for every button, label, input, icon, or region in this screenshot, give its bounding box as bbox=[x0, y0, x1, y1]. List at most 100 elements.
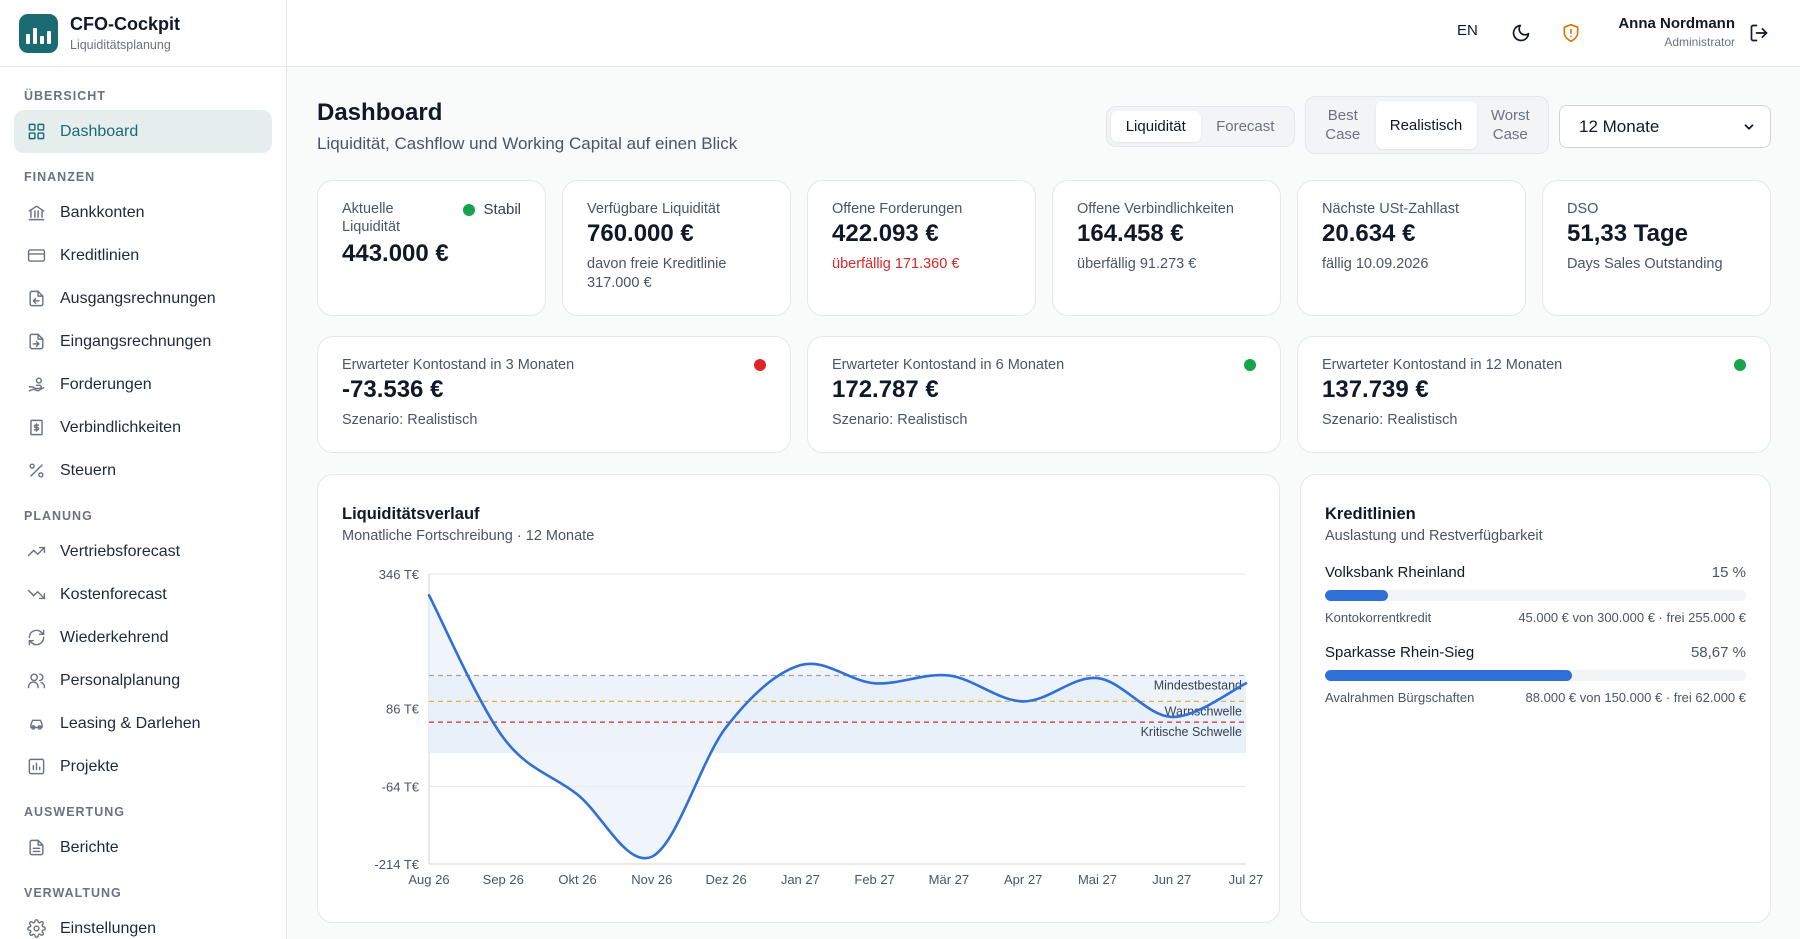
sidebar-item-projekte[interactable]: Projekte bbox=[14, 745, 272, 788]
sidebar-item-dashboard[interactable]: Dashboard bbox=[14, 110, 272, 153]
y-tick-label: 86 T€ bbox=[386, 702, 420, 717]
kpi-card: Aktuelle Liquidität Stabil 443.000 € bbox=[317, 180, 546, 316]
tab-forecast[interactable]: Forecast bbox=[1216, 118, 1275, 135]
kpi-card: Offene Verbindlichkeiten 164.458 € überf… bbox=[1052, 180, 1281, 316]
credit-type: Avalrahmen Bürgschaften bbox=[1325, 690, 1475, 705]
outgoing-invoice-icon bbox=[26, 289, 46, 309]
nav-section-title: PLANUNG bbox=[24, 509, 93, 523]
shield-alert-icon[interactable] bbox=[1560, 22, 1582, 44]
moon-icon[interactable] bbox=[1510, 22, 1532, 44]
sidebar-item-vertriebsforecast[interactable]: Vertriebsforecast bbox=[14, 530, 272, 573]
sidebar-item-forderungen[interactable]: Forderungen bbox=[14, 363, 272, 406]
sidebar-item-ausgangsrechnungen[interactable]: Ausgangsrechnungen bbox=[14, 277, 272, 320]
liquidity-chart-title: Liquiditätsverlauf bbox=[342, 505, 480, 523]
kpi-value: 422.093 € bbox=[832, 220, 939, 247]
percent-icon bbox=[26, 461, 46, 481]
threshold-label: Kritische Schwelle bbox=[1141, 725, 1242, 739]
liquidity-chart: 346 T€86 T€-64 T€-214 T€MindestbestandWa… bbox=[374, 567, 1263, 887]
sidebar-item-verbindlichkeiten[interactable]: Verbindlichkeiten bbox=[14, 406, 272, 449]
sidebar-item-label: Ausgangsrechnungen bbox=[60, 289, 216, 307]
credit-card-icon bbox=[26, 246, 46, 266]
x-tick-label: Apr 27 bbox=[1004, 872, 1042, 887]
sidebar-item-steuern[interactable]: Steuern bbox=[14, 449, 272, 492]
kpi-value: 51,33 Tage bbox=[1567, 220, 1688, 247]
bank-icon bbox=[26, 203, 46, 223]
x-tick-label: Jun 27 bbox=[1152, 872, 1191, 887]
sidebar-item-label: Forderungen bbox=[60, 375, 152, 393]
x-tick-label: Mär 27 bbox=[929, 872, 969, 887]
credit-progress-bar bbox=[1325, 590, 1746, 601]
car-icon bbox=[26, 714, 46, 734]
scenario-best-case[interactable]: Best Case bbox=[1325, 107, 1361, 143]
x-tick-label: Aug 26 bbox=[408, 872, 449, 887]
kpi-label: Offene Verbindlichkeiten bbox=[1077, 201, 1234, 217]
credit-line-item: Sparkasse Rhein-Sieg 58,67 % Avalrahmen B… bbox=[1325, 644, 1746, 705]
period-select[interactable]: 12 Monate bbox=[1559, 105, 1771, 148]
period-select-value: 12 Monate bbox=[1579, 116, 1660, 136]
credit-lines-title: Kreditlinien bbox=[1325, 505, 1416, 523]
forecast-label: Erwarteter Kontostand in 3 Monaten bbox=[342, 357, 575, 373]
sidebar-item-label: Eingangsrechnungen bbox=[60, 332, 212, 350]
sidebar-item-einstellungen[interactable]: Einstellungen bbox=[14, 907, 272, 939]
sidebar-item-label: Kostenforecast bbox=[60, 585, 167, 603]
liquidity-chart-subtitle: Monatliche Fortschreibung · 12 Monate bbox=[342, 528, 595, 544]
credit-utilization: 15 % bbox=[1711, 564, 1746, 581]
user-menu[interactable]: Anna Nordmann Administrator bbox=[1607, 15, 1735, 49]
x-tick-label: Dez 26 bbox=[705, 872, 746, 887]
kpi-subtext: fällig 10.09.2026 bbox=[1322, 256, 1429, 272]
forecast-label: Erwarteter Kontostand in 12 Monaten bbox=[1322, 357, 1563, 373]
sidebar-item-bankkonten[interactable]: Bankkonten bbox=[14, 191, 272, 234]
kpi-value: 443.000 € bbox=[342, 240, 449, 267]
brand-logo-icon bbox=[19, 13, 58, 53]
sidebar-item-wiederkehrend[interactable]: Wiederkehrend bbox=[14, 616, 272, 659]
page-title: Dashboard bbox=[317, 99, 443, 126]
brand-subtitle: Liquiditätsplanung bbox=[70, 38, 171, 52]
brand: CFO-Cockpit Liquiditätsplanung bbox=[0, 0, 286, 67]
scenario-realistisch[interactable]: Realistisch bbox=[1375, 101, 1477, 149]
sidebar-item-kostenforecast[interactable]: Kostenforecast bbox=[14, 573, 272, 616]
sidebar-item-label: Steuern bbox=[60, 461, 117, 479]
kpi-value: 164.458 € bbox=[1077, 220, 1184, 247]
sidebar-item-berichte[interactable]: Berichte bbox=[14, 826, 272, 869]
view-toggle: Liquidität Forecast bbox=[1106, 106, 1295, 147]
language-toggle[interactable]: EN bbox=[1457, 22, 1478, 39]
user-name: Anna Nordmann bbox=[1618, 15, 1735, 32]
scenario-worst-case[interactable]: Worst Case bbox=[1490, 107, 1530, 143]
kpi-card: Nächste USt-Zahllast 20.634 € fällig 10.… bbox=[1297, 180, 1526, 316]
kpi-label: Verfügbare Liquidität bbox=[587, 201, 721, 217]
credit-lines-subtitle: Auslastung und Restverfügbarkeit bbox=[1325, 528, 1543, 544]
tab-liquiditaet[interactable]: Liquidität bbox=[1111, 111, 1201, 142]
sidebar-nav: ÜBERSICHT Dashboard FINANZEN Bankkonten … bbox=[0, 67, 286, 939]
liquidity-chart-card: Liquiditätsverlauf Monatliche Fortschrei… bbox=[317, 474, 1280, 923]
sidebar-item-label: Verbindlichkeiten bbox=[60, 418, 181, 436]
kpi-value: 20.634 € bbox=[1322, 220, 1416, 247]
logout-icon[interactable] bbox=[1748, 22, 1770, 44]
nav-section-title: VERWALTUNG bbox=[24, 886, 122, 900]
x-tick-label: Sep 26 bbox=[483, 872, 524, 887]
status-dot-icon bbox=[754, 359, 766, 371]
status-dot-icon bbox=[1734, 359, 1746, 371]
sidebar-item-label: Dashboard bbox=[60, 122, 139, 140]
hand-coins-icon bbox=[26, 375, 46, 395]
kpi-subtext: Days Sales Outstanding bbox=[1567, 256, 1723, 272]
sidebar-item-leasing-darlehen[interactable]: Leasing & Darlehen bbox=[14, 702, 272, 745]
sidebar: CFO-Cockpit Liquiditätsplanung ÜBERSICHT… bbox=[0, 0, 287, 939]
forecast-card: Erwarteter Kontostand in 3 Monaten -73.5… bbox=[317, 336, 791, 453]
y-tick-label: -64 T€ bbox=[382, 779, 420, 794]
trend-up-icon bbox=[26, 542, 46, 562]
sidebar-item-eingangsrechnungen[interactable]: Eingangsrechnungen bbox=[14, 320, 272, 363]
credit-bank: Sparkasse Rhein-Sieg bbox=[1325, 644, 1475, 661]
sidebar-item-label: Einstellungen bbox=[60, 919, 157, 937]
sidebar-item-personalplanung[interactable]: Personalplanung bbox=[14, 659, 272, 702]
sidebar-item-label: Projekte bbox=[60, 757, 119, 775]
page-subtitle: Liquidität, Cashflow und Working Capital… bbox=[317, 134, 738, 153]
users-icon bbox=[26, 671, 46, 691]
sidebar-item-kreditlinien[interactable]: Kreditlinien bbox=[14, 234, 272, 277]
credit-progress-fill bbox=[1325, 670, 1572, 681]
report-icon bbox=[26, 838, 46, 858]
bill-icon bbox=[26, 418, 46, 438]
scenario-toggle: Best Case Realistisch Worst Case bbox=[1305, 96, 1549, 154]
x-tick-label: Nov 26 bbox=[631, 872, 672, 887]
forecast-label: Erwarteter Kontostand in 6 Monaten bbox=[832, 357, 1065, 373]
credit-bank: Volksbank Rheinland bbox=[1325, 564, 1466, 581]
